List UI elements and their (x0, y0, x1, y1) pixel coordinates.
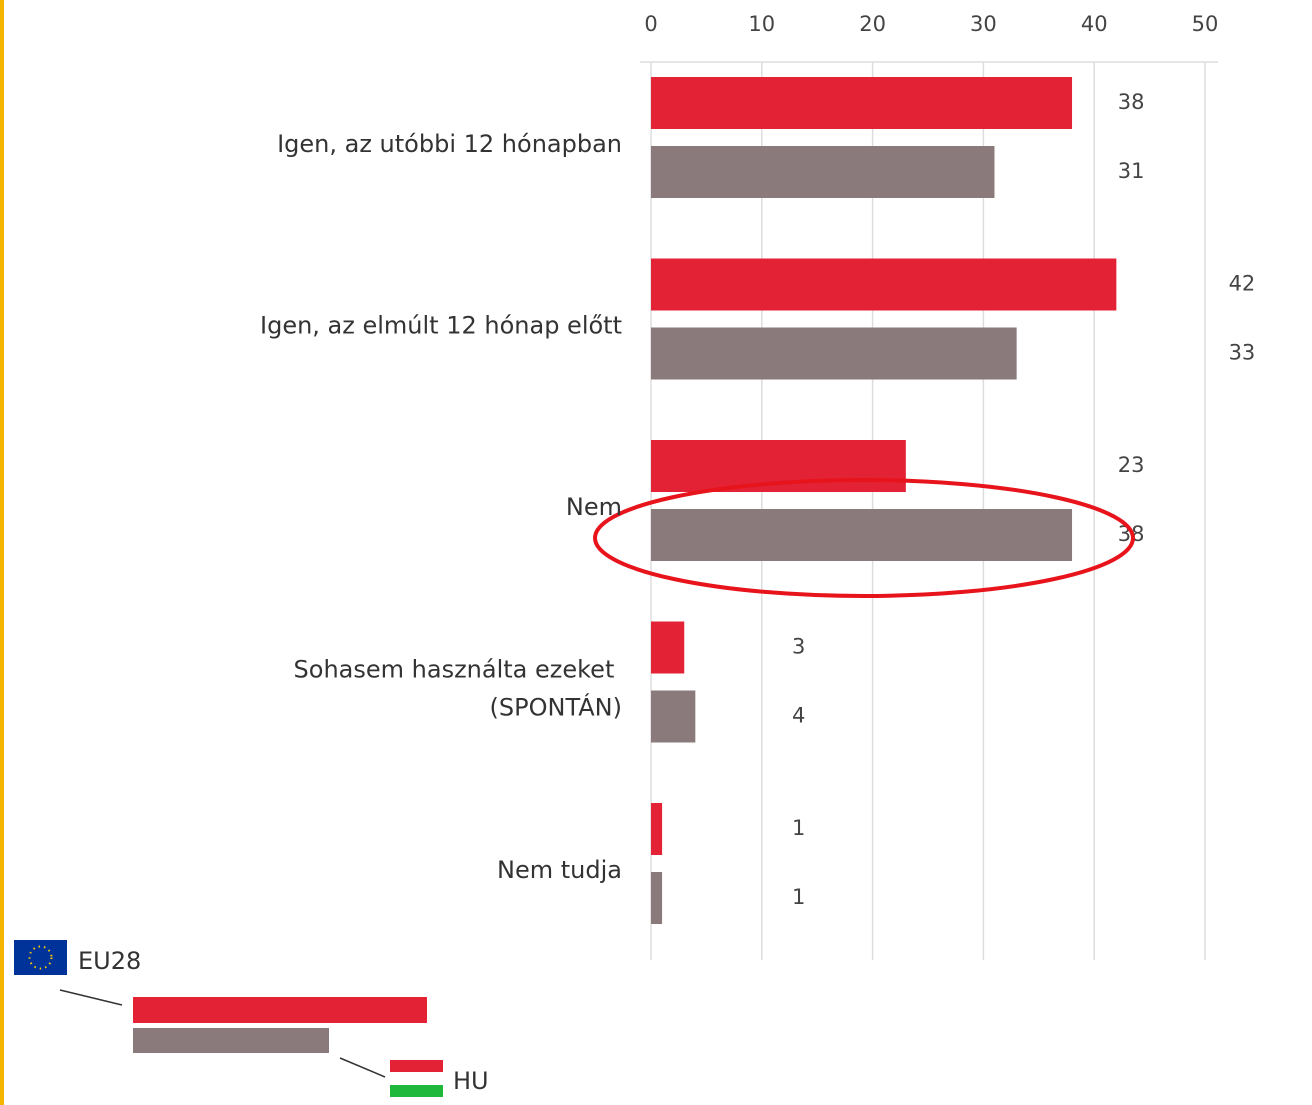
x-tick-label: 20 (859, 12, 886, 36)
value-label: 1 (792, 816, 805, 840)
bar (651, 327, 1017, 380)
bar (651, 621, 685, 674)
frame-edge (0, 0, 4, 1105)
legend: EU28 HU (14, 940, 489, 1097)
x-tick-label: 0 (644, 12, 657, 36)
category-label: Igen, az utóbbi 12 hónapban (277, 130, 622, 158)
value-label: 31 (1118, 159, 1145, 183)
legend-label: HU (453, 1067, 489, 1095)
x-tick-label: 10 (748, 12, 775, 36)
value-label: 4 (792, 704, 805, 728)
highlight-ellipse (593, 478, 1135, 598)
legend-label: EU28 (78, 947, 141, 975)
bar (651, 690, 696, 743)
category-label: Nem (566, 493, 622, 521)
value-label: 1 (792, 885, 805, 909)
x-tick-label: 50 (1192, 12, 1219, 36)
hu-flag (390, 1072, 443, 1085)
hu-flag (390, 1060, 443, 1072)
legend-pointer (59, 989, 123, 1006)
eu-flag (14, 940, 67, 975)
bar (651, 146, 995, 198)
value-label: 33 (1229, 341, 1256, 365)
category-label: Sohasem használta ezeket (SPONTÁN) (294, 656, 622, 722)
eu-stars (28, 945, 53, 970)
value-label: 38 (1118, 90, 1145, 114)
value-label: 42 (1229, 272, 1256, 296)
bar (651, 77, 1073, 129)
legend-swatch (133, 997, 427, 1023)
legend-pointer (339, 1057, 386, 1078)
label-line: Sohasem használta ezeket (294, 656, 622, 684)
bar (651, 872, 663, 924)
value-label: 23 (1118, 453, 1145, 477)
bar (651, 509, 1073, 561)
bar (651, 258, 1117, 311)
category-label: Igen, az elmúlt 12 hónap előtt (260, 312, 622, 340)
x-tick-label: 30 (970, 12, 997, 36)
bar (651, 803, 663, 855)
label-line: (SPONTÁN) (490, 693, 622, 722)
category-label: Nem tudja (497, 856, 622, 884)
x-tick-label: 40 (1081, 12, 1108, 36)
value-label: 3 (792, 635, 805, 659)
hu-flag (390, 1085, 443, 1097)
legend-swatch (133, 1028, 329, 1053)
